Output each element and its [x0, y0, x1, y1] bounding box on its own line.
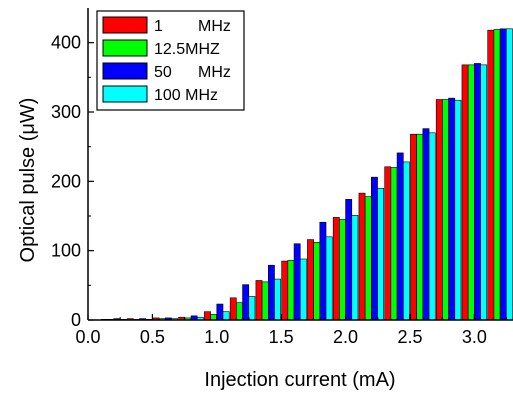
bar [248, 296, 256, 321]
bar [287, 260, 295, 321]
bar [422, 128, 430, 321]
x-tick-label: 3.0 [462, 327, 487, 347]
bar [454, 99, 462, 321]
bar [204, 311, 211, 321]
bar [506, 28, 513, 321]
legend-unit: MHz [198, 18, 231, 35]
bar [428, 132, 436, 321]
y-tick-label: 400 [51, 33, 81, 53]
legend-swatch [102, 62, 148, 80]
bar [319, 221, 327, 321]
bar [377, 187, 385, 321]
bar [364, 196, 372, 321]
legend-label: 100 MHz [154, 87, 218, 104]
bar [480, 64, 488, 321]
ticks-layer: 0.0 0.5 1.0 1.5 2.0 2.5 3.0 0 100 200 300 400 [51, 33, 508, 347]
bar [210, 314, 218, 321]
x-tick-label: 2.0 [333, 327, 358, 347]
bar [371, 176, 378, 321]
bar [402, 161, 410, 321]
bar [307, 239, 314, 321]
legend-swatch [102, 85, 148, 103]
bar [461, 64, 469, 321]
legend-label: 50 [154, 64, 172, 81]
bar [261, 281, 269, 321]
bar [410, 133, 417, 321]
bar [325, 236, 333, 321]
x-tick-label: 1.5 [269, 327, 294, 347]
y-tick-label: 200 [51, 171, 81, 191]
bar [493, 29, 501, 321]
x-tick-label: 0.5 [140, 327, 165, 347]
x-tick-label: 2.5 [397, 327, 422, 347]
legend-swatch [102, 39, 148, 57]
bar [390, 167, 398, 321]
legend-label: 12.5MHZ [154, 41, 220, 58]
bar [384, 166, 392, 321]
bar [416, 133, 424, 321]
legend-unit: MHz [198, 64, 231, 81]
y-tick-label: 300 [51, 102, 81, 122]
bar [332, 217, 340, 321]
bar [435, 99, 443, 321]
x-axis-label: Injection current (mA) [204, 369, 395, 391]
bar [467, 64, 475, 321]
bar [358, 192, 366, 321]
bar [351, 215, 359, 321]
bar [487, 29, 495, 321]
bar [448, 97, 456, 321]
bar [255, 280, 263, 321]
bar [281, 260, 289, 321]
bar [293, 243, 301, 321]
bar [216, 303, 224, 321]
bar [236, 302, 243, 321]
y-tick-label: 0 [71, 310, 81, 330]
y-axis-label: Optical pulse (μW) [17, 98, 39, 263]
bar [242, 284, 250, 321]
bar [267, 264, 275, 321]
legend: 1 MHz 12.5MHZ 50 MHz 100 MHz [96, 10, 245, 111]
y-tick-label: 100 [51, 241, 81, 261]
bar [339, 219, 346, 321]
bar [474, 63, 481, 321]
bar [345, 199, 353, 321]
x-tick-label: 0.0 [75, 327, 100, 347]
bar [396, 152, 404, 321]
bar [229, 297, 237, 321]
bar [499, 28, 507, 321]
bar [222, 311, 230, 321]
legend-swatch [102, 16, 148, 34]
x-tick-label: 1.0 [204, 327, 229, 347]
bars-layer [101, 28, 513, 321]
bar [442, 99, 449, 321]
legend-label: 1 [154, 18, 163, 35]
bar [299, 258, 307, 321]
bar [274, 278, 281, 321]
bar [313, 242, 321, 321]
